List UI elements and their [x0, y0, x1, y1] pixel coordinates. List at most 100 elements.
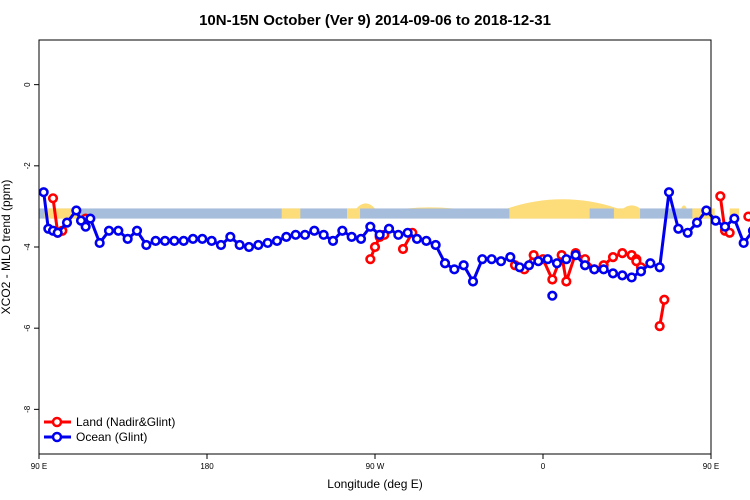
ocean-point [738, 237, 749, 249]
land-band-patch [509, 208, 590, 219]
legend-land-label: Land (Nadir&Glint) [76, 415, 175, 429]
ocean-point [635, 266, 647, 277]
ocean-point [253, 239, 264, 251]
land-point [715, 191, 726, 202]
ocean-point [430, 239, 441, 251]
ocean-point [52, 227, 63, 238]
ocean-point [243, 241, 255, 253]
ocean-point [94, 237, 105, 249]
ocean-point [150, 235, 161, 247]
legend-ocean-label: Ocean (Glint) [76, 430, 147, 444]
land-band-patch [44, 208, 81, 219]
ocean-point [598, 264, 609, 275]
ocean-point [299, 229, 311, 240]
ocean-point [85, 213, 96, 224]
land-point [607, 252, 619, 263]
ocean-point [719, 221, 731, 232]
ocean-point [103, 225, 115, 236]
ocean-point [290, 229, 301, 240]
ocean-point [458, 260, 469, 271]
ocean-point [439, 258, 451, 269]
ocean-point [551, 258, 563, 269]
y-axis-label: XCO2 - MLO trend (ppm) [0, 180, 13, 315]
ocean-point [626, 272, 637, 283]
land-point [547, 274, 558, 285]
ocean-point [337, 225, 348, 236]
ocean-point [61, 217, 73, 228]
ocean-point [141, 239, 152, 251]
y-tick-label: -6 [23, 324, 32, 332]
ocean-point [383, 223, 395, 234]
ocean-point [346, 231, 357, 242]
land-band-patch [281, 208, 301, 219]
ocean-point [673, 223, 684, 234]
ocean-point [197, 233, 208, 244]
ocean-point [421, 235, 432, 247]
ocean-point [71, 205, 82, 216]
land-point [654, 321, 665, 332]
x-tick-label: 90 E [31, 462, 47, 471]
ocean-point [654, 262, 665, 273]
legend-land-marker [51, 416, 63, 428]
ocean-point [80, 221, 91, 232]
land-band-bump [507, 199, 618, 209]
ocean-point [402, 227, 413, 238]
ocean-point [271, 235, 283, 247]
ocean-point [122, 233, 133, 244]
ocean-point [411, 233, 423, 244]
land-band-bump [406, 207, 454, 209]
ocean-point [159, 235, 171, 247]
ocean-point [514, 262, 525, 273]
ocean-point [327, 235, 339, 247]
x-axis-label: Longitude (deg E) [327, 477, 422, 491]
y-tick-label: -2 [23, 162, 32, 170]
ocean-point [617, 270, 628, 281]
ocean-point [523, 260, 535, 271]
ocean-point [561, 254, 572, 265]
land-band-patch [613, 208, 641, 219]
ocean-point [467, 276, 479, 287]
land-point [365, 254, 376, 265]
ocean-point [234, 239, 245, 251]
ocean-point [169, 235, 180, 247]
land-band-bump [623, 205, 641, 209]
land-point [369, 241, 381, 253]
land-ocean-band [39, 199, 739, 219]
ocean-point [393, 229, 404, 240]
ocean-point [225, 231, 236, 242]
ocean-point [318, 229, 329, 240]
ocean-point [579, 260, 591, 271]
y-tick-label: -4 [23, 243, 32, 251]
ocean-point [355, 233, 367, 244]
y-tick-label: 0 [23, 82, 32, 87]
ocean-point [663, 187, 675, 198]
land-point [617, 247, 628, 259]
ocean-point [365, 221, 376, 232]
ocean-point [449, 264, 460, 275]
land-point [561, 276, 572, 287]
land-point [47, 193, 59, 204]
land-band-patch [347, 208, 361, 219]
y-axis: 0 -2 -4 -6 -8 [23, 82, 39, 413]
ocean-point [495, 256, 507, 267]
ocean-point [682, 227, 693, 238]
ocean-point [131, 225, 143, 236]
legend-ocean-marker [51, 431, 63, 443]
ocean-point [262, 237, 273, 249]
ocean-point [505, 252, 516, 263]
land-point [397, 243, 409, 255]
ocean-point [486, 254, 497, 265]
ocean-point [729, 213, 740, 224]
ocean-point [542, 254, 553, 265]
ocean-point [215, 239, 227, 251]
chart-title: 10N-15N October (Ver 9) 2014-09-06 to 20… [199, 12, 551, 29]
ocean-point [533, 256, 544, 267]
ocean-band [39, 208, 711, 219]
x-axis: 90 E 180 90 W 0 90 E [31, 454, 719, 471]
land-band-bump [681, 205, 687, 209]
ocean-point [607, 268, 619, 279]
ocean-point [701, 205, 712, 216]
ocean-point [374, 229, 385, 240]
ocean-point [547, 290, 558, 301]
